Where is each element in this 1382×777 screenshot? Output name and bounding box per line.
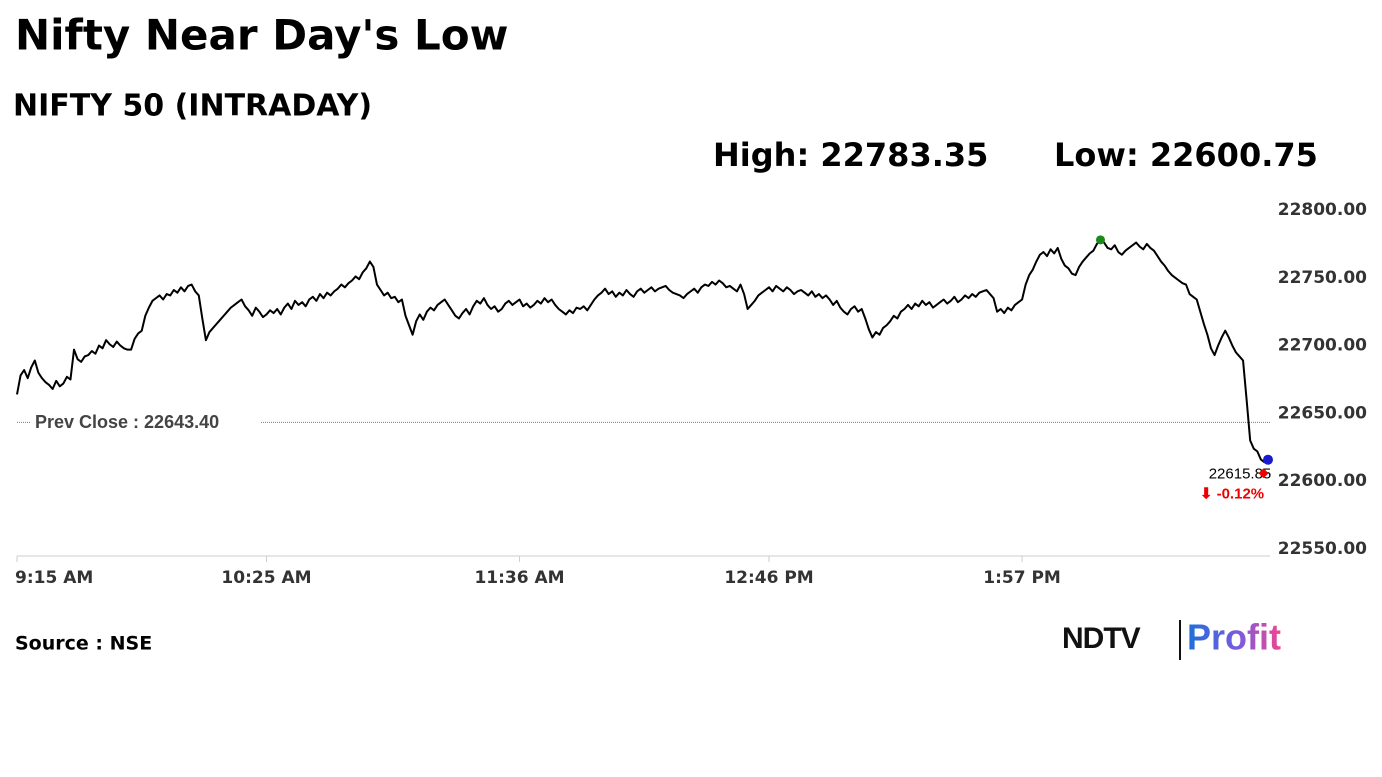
chart-subtitle: NIFTY 50 (INTRADAY)	[13, 89, 372, 124]
y-tick-label: 22650.00	[1278, 403, 1367, 423]
low-label: Low: 22600.75	[1054, 136, 1318, 174]
brand-ndtv: NDTV	[1062, 622, 1141, 655]
x-tick-label: 11:36 AM	[474, 568, 564, 588]
x-tick-label: 12:46 PM	[724, 568, 813, 588]
brand-profit: Profit	[1187, 617, 1281, 658]
x-tick-label: 1:57 PM	[983, 568, 1061, 588]
y-tick-label: 22750.00	[1278, 268, 1367, 288]
source: Source : NSE	[15, 633, 152, 655]
high-marker	[1095, 235, 1105, 245]
last-marker	[1263, 454, 1273, 465]
y-tick-label: 22700.00	[1278, 336, 1367, 356]
last-value-label: 22615.85	[1209, 466, 1272, 483]
price-line	[16, 238, 1269, 464]
change-label: ⬇ -0.12%	[1200, 486, 1264, 503]
high-label: High: 22783.35	[713, 136, 988, 174]
y-tick-label: 22800.00	[1278, 200, 1367, 220]
y-tick-label: 22550.00	[1278, 539, 1367, 559]
prev-close-label-bg	[30, 410, 260, 435]
y-tick-label: 22600.00	[1278, 471, 1367, 491]
chart-title: Nifty Near Day's Low	[15, 11, 508, 60]
last-down-marker	[1258, 468, 1269, 479]
x-tick-label: 9:15 AM	[15, 568, 93, 588]
prev-close-label: Prev Close : 22643.40	[35, 412, 219, 432]
x-tick-label: 10:25 AM	[221, 568, 311, 588]
